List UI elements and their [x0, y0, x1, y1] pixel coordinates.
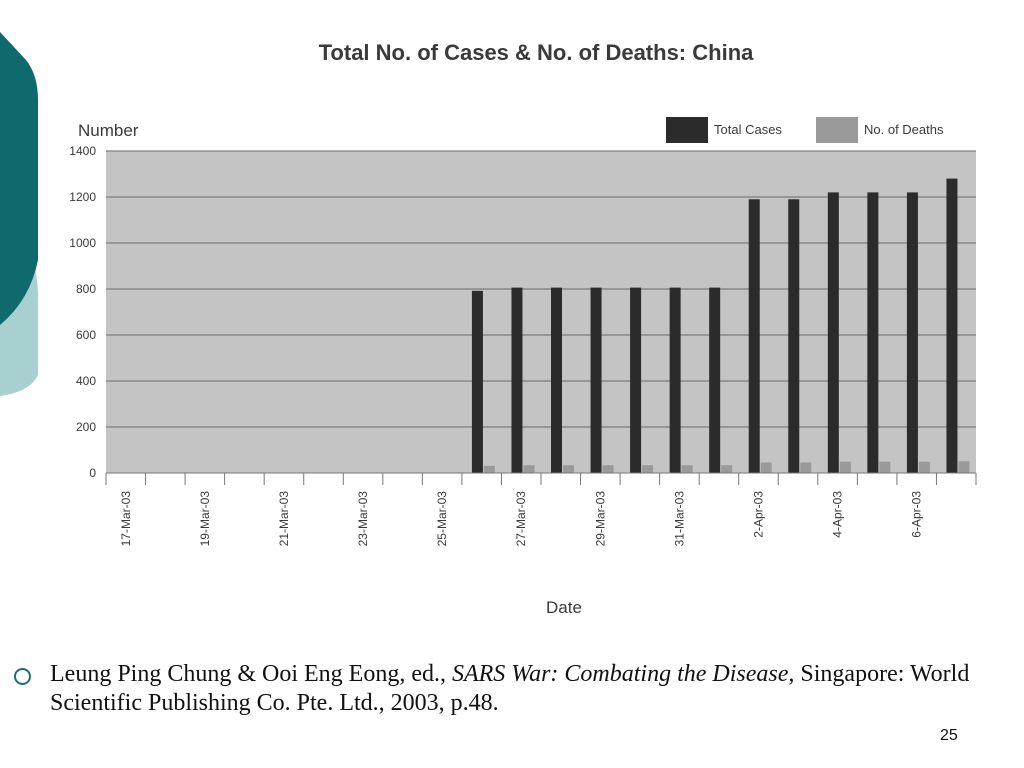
bar-total-cases [551, 287, 562, 473]
x-tick-label: 6-Apr-03 [910, 491, 924, 538]
bar-total-cases [748, 199, 760, 474]
x-tick-label: 23-Mar-03 [356, 491, 370, 547]
x-tick-label: 17-Mar-03 [119, 491, 133, 547]
x-tick-label: 4-Apr-03 [831, 491, 845, 538]
bar-total-cases [630, 287, 642, 473]
bar-chart: Total No. of Cases & No. of Deaths: Chin… [69, 40, 977, 617]
bar-deaths [800, 462, 812, 473]
page-number: 25 [940, 727, 958, 744]
y-tick-label: 200 [76, 420, 96, 434]
x-axis-label: Date [546, 598, 582, 617]
bar-deaths [602, 465, 614, 473]
chart-container: Total No. of Cases & No. of Deaths: Chin… [36, 28, 988, 640]
bar-deaths [958, 461, 970, 473]
legend-swatch-total-cases [666, 117, 708, 143]
bar-total-cases [709, 287, 721, 473]
citation-publisher: , Singapore: World Scientific Publishing… [50, 661, 970, 716]
chart-title: Total No. of Cases & No. of Deaths: Chin… [319, 40, 755, 65]
citation-book-title: SARS War: Combating the Disease [451, 661, 789, 687]
y-tick-label: 1000 [69, 236, 96, 250]
bar-deaths [760, 462, 772, 473]
bar-deaths [681, 465, 693, 473]
bar-deaths [483, 465, 495, 473]
y-tick-label: 1200 [69, 190, 96, 204]
legend-label-deaths: No. of Deaths [864, 122, 944, 137]
y-tick-label: 800 [76, 282, 96, 296]
bar-total-cases [511, 287, 523, 473]
bar-total-cases [471, 290, 483, 473]
x-tick-label: 29-Mar-03 [593, 491, 607, 547]
bar-total-cases [788, 199, 800, 474]
y-axis-ticks: 0 200 400 600 800 1000 1200 1400 [69, 144, 96, 480]
bar-total-cases [906, 192, 918, 473]
x-tick-label: 21-Mar-03 [277, 491, 291, 547]
y-tick-label: 0 [89, 466, 96, 480]
slide-accent-shapes [0, 32, 38, 396]
citation: Leung Ping Chung & Ooi Eng Eong, ed., SA… [14, 660, 994, 718]
x-tick-label: 27-Mar-03 [514, 491, 528, 547]
x-tick-label: 25-Mar-03 [435, 491, 449, 547]
citation-authors: Leung Ping Chung & Ooi Eng Eong, ed., [50, 661, 452, 687]
citation-text: Leung Ping Chung & Ooi Eng Eong, ed., SA… [50, 660, 994, 718]
legend-label-total-cases: Total Cases [714, 122, 782, 137]
y-axis-label: Number [78, 121, 139, 140]
y-tick-label: 600 [76, 328, 96, 342]
y-tick-label: 1400 [69, 144, 96, 158]
x-tick-label: 19-Mar-03 [198, 491, 212, 547]
bar-deaths [918, 461, 930, 473]
bar-total-cases [590, 287, 602, 473]
x-axis-ticks: 17-Mar-03 19-Mar-03 21-Mar-03 23-Mar-03 25-M… [105, 472, 977, 547]
x-tick-label: 31-Mar-03 [672, 491, 686, 547]
y-tick-label: 400 [76, 374, 96, 388]
bar-total-cases [827, 192, 839, 473]
bar-deaths [642, 465, 654, 473]
bar-total-cases [946, 178, 958, 473]
bar-total-cases [669, 287, 681, 473]
bar-deaths [523, 465, 535, 473]
bullet-circle-icon [14, 668, 31, 685]
bar-deaths [721, 465, 733, 473]
legend-swatch-deaths [816, 117, 858, 143]
bar-total-cases [867, 192, 879, 473]
slide-accent-dark [0, 32, 38, 325]
bar-deaths [839, 461, 851, 473]
bars [471, 178, 970, 474]
bar-deaths [563, 465, 574, 473]
plot-area [106, 151, 976, 473]
chart-legend: Total Cases No. of Deaths [666, 117, 944, 143]
bar-deaths [879, 461, 891, 473]
x-tick-label: 2-Apr-03 [752, 491, 766, 538]
